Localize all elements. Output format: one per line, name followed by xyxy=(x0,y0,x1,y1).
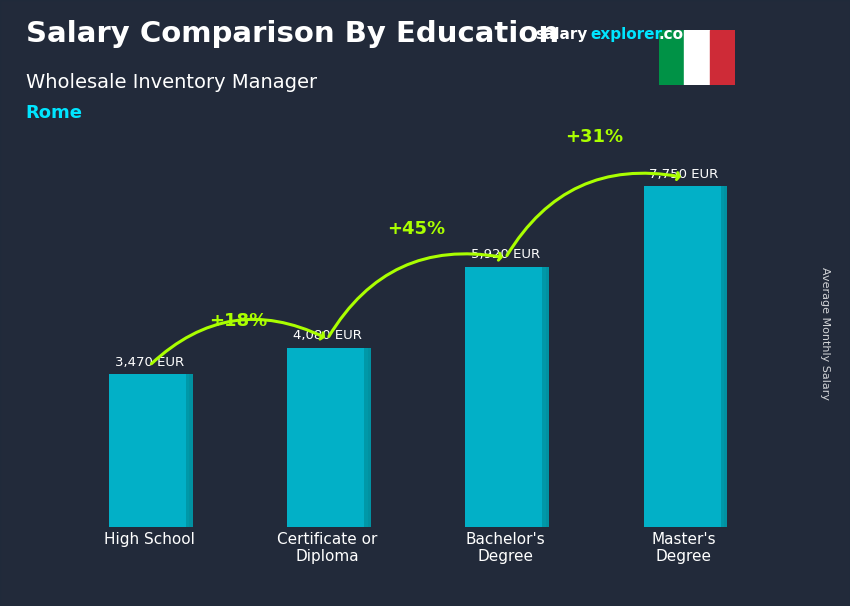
Text: Rome: Rome xyxy=(26,104,82,122)
Text: explorer: explorer xyxy=(591,27,663,42)
Bar xyxy=(542,267,549,527)
Text: Average Monthly Salary: Average Monthly Salary xyxy=(819,267,830,400)
Bar xyxy=(643,186,723,527)
Text: +45%: +45% xyxy=(388,219,445,238)
Text: +31%: +31% xyxy=(565,128,624,146)
Text: 7,750 EUR: 7,750 EUR xyxy=(649,168,718,181)
Text: 5,920 EUR: 5,920 EUR xyxy=(471,248,540,261)
Text: .com: .com xyxy=(659,27,700,42)
Bar xyxy=(659,30,684,85)
Text: Wholesale Inventory Manager: Wholesale Inventory Manager xyxy=(26,73,316,92)
Bar xyxy=(466,267,546,527)
Bar xyxy=(186,375,193,527)
Text: 3,470 EUR: 3,470 EUR xyxy=(115,356,184,369)
Bar xyxy=(710,30,735,85)
Bar xyxy=(287,348,367,527)
Text: 4,080 EUR: 4,080 EUR xyxy=(293,329,362,342)
Text: salary: salary xyxy=(536,27,588,42)
Bar xyxy=(110,375,190,527)
Bar xyxy=(721,186,727,527)
Bar xyxy=(365,348,371,527)
Text: +18%: +18% xyxy=(209,311,268,330)
Text: Salary Comparison By Education: Salary Comparison By Education xyxy=(26,21,558,48)
Bar xyxy=(684,30,710,85)
